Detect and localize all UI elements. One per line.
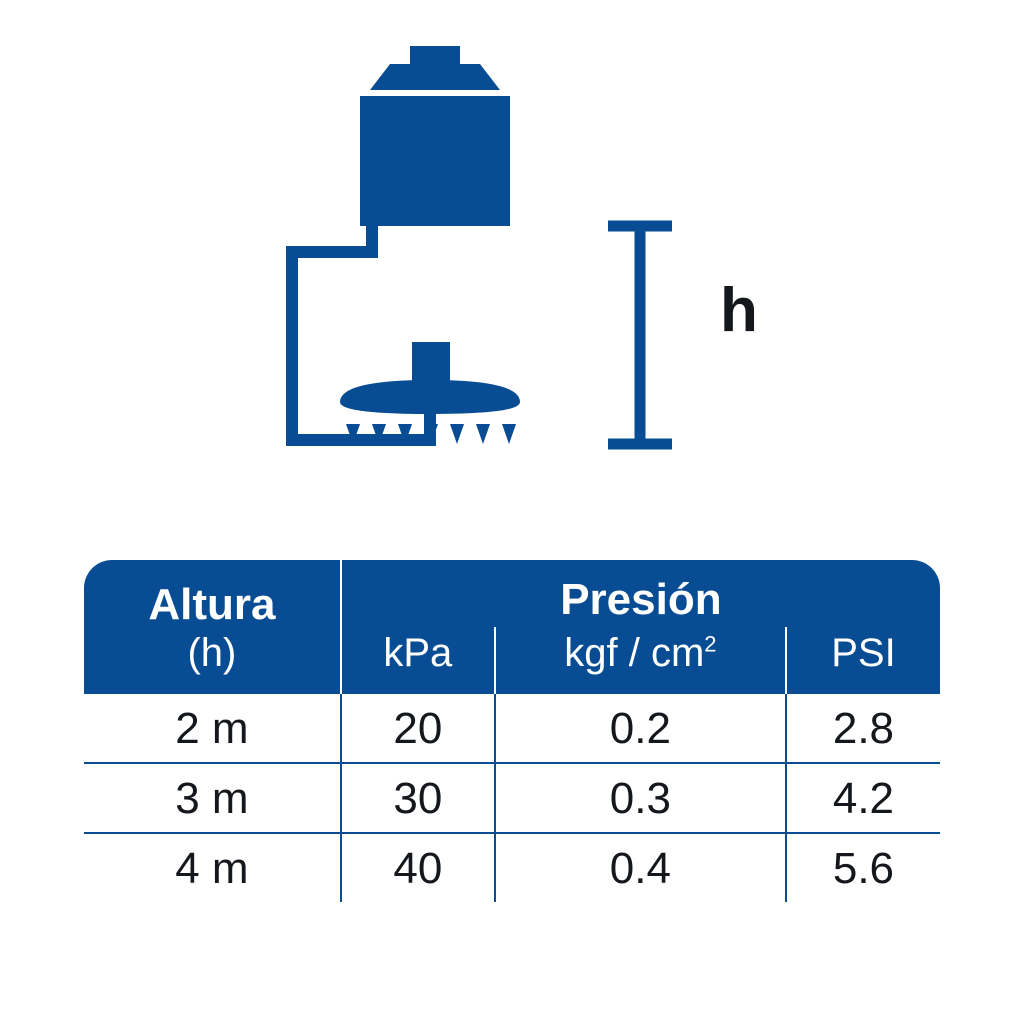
table-row: 4 m 40 0.4 5.6 xyxy=(84,833,940,902)
col-header-altura: Altura xyxy=(84,565,340,627)
cell-altura: 2 m xyxy=(84,693,341,763)
cell-kpa: 30 xyxy=(341,763,495,833)
cell-kgf: 0.2 xyxy=(495,693,786,763)
cell-kgf: 0.3 xyxy=(495,763,786,833)
col-header-altura-sub: (h) xyxy=(84,627,340,687)
cell-psi: 2.8 xyxy=(786,693,940,763)
cell-kgf: 0.4 xyxy=(495,833,786,902)
table-row: 3 m 30 0.3 4.2 xyxy=(84,763,940,833)
col-header-presion: Presión xyxy=(342,560,940,622)
cell-psi: 4.2 xyxy=(786,763,940,833)
col-header-psi: PSI xyxy=(787,627,940,687)
pressure-diagram: h xyxy=(260,40,760,520)
cell-altura: 4 m xyxy=(84,833,341,902)
height-label: h xyxy=(720,275,758,346)
table-row: 2 m 20 0.2 2.8 xyxy=(84,693,940,763)
cell-psi: 5.6 xyxy=(786,833,940,902)
col-header-kpa: kPa xyxy=(342,627,494,687)
cell-altura: 3 m xyxy=(84,763,341,833)
col-header-kgf: kgf / cm2 xyxy=(496,627,785,687)
cell-kpa: 40 xyxy=(341,833,495,902)
cell-kpa: 20 xyxy=(341,693,495,763)
pressure-table: Altura (h) Presión kPa kgf / cm2 xyxy=(84,560,940,902)
